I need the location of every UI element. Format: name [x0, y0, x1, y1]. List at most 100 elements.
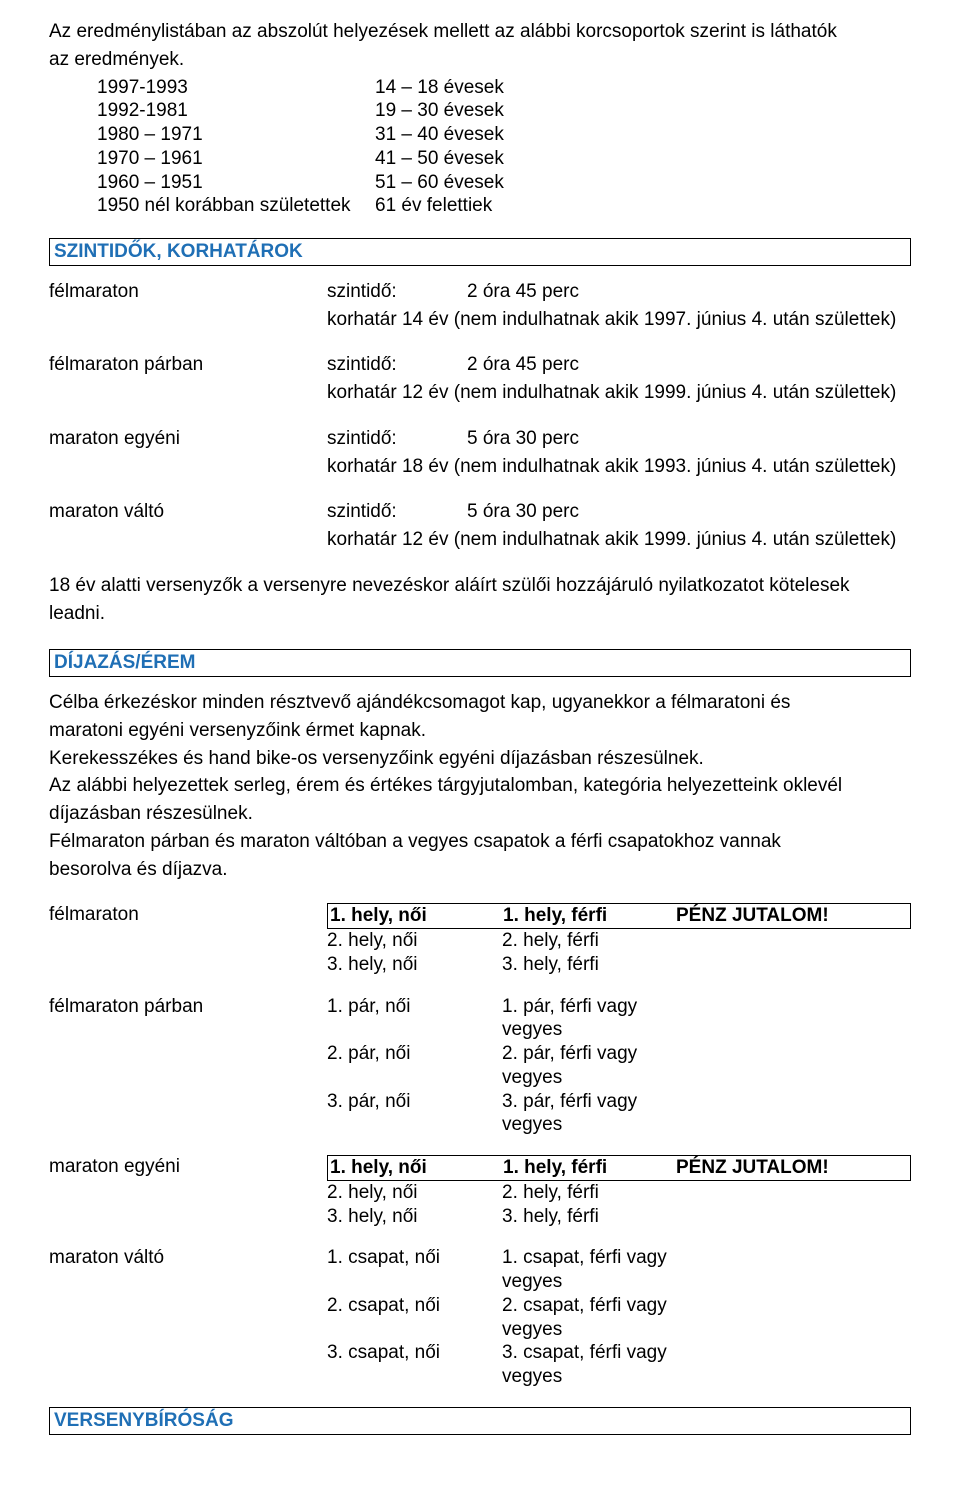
prize-category-name — [49, 1205, 327, 1229]
szintido-value: 2 óra 45 perc — [467, 280, 911, 304]
section-title-limits: SZINTIDŐK, KORHATÁROK — [49, 238, 911, 266]
prize-intro-line: maratoni egyéni versenyzőink érmet kapna… — [49, 719, 911, 743]
age-group-years: 1970 – 1961 — [97, 147, 375, 171]
age-group-years: 1950 nél korábban születettek — [97, 194, 375, 218]
prize-intro-paragraph: Célba érkezéskor minden résztvevő ajándé… — [49, 691, 911, 881]
intro-line-2: az eredmények. — [49, 48, 911, 72]
age-group-row: 1997-199314 – 18 évesek — [49, 76, 911, 100]
age-group-years: 1992-1981 — [97, 99, 375, 123]
prize-category-name — [49, 1341, 327, 1389]
prize-intro-line: Kerekesszékes és hand bike-os versenyzői… — [49, 747, 911, 771]
prize-row: 3. csapat, női3. csapat, férfi vagy vegy… — [49, 1341, 911, 1389]
u18-line-1: 18 év alatti versenyzők a versenyre neve… — [49, 574, 911, 598]
limit-row: félmaratonszintidő:2 óra 45 perc — [49, 280, 911, 304]
age-group-label: 41 – 50 évesek — [375, 147, 911, 171]
prize-cell: 3. hely, férfi — [502, 953, 675, 977]
prize-block: félmaraton párban1. pár, női1. pár, férf… — [49, 995, 911, 1138]
age-group-label: 14 – 18 évesek — [375, 76, 911, 100]
prize-block: maraton egyéni1. hely, női1. hely, férfi… — [49, 1155, 911, 1228]
prize-bonus — [675, 1205, 911, 1229]
korhatar-text: korhatár 12 év (nem indulhatnak akik 199… — [327, 381, 911, 405]
age-group-row: 1970 – 196141 – 50 évesek — [49, 147, 911, 171]
korhatar-text: korhatár 18 év (nem indulhatnak akik 199… — [327, 455, 911, 479]
prize-bonus — [675, 1341, 911, 1389]
szintido-value: 2 óra 45 perc — [467, 353, 911, 377]
prize-cell: 1. hely, női — [330, 1156, 503, 1180]
limit-row: félmaraton párbanszintidő:2 óra 45 perc — [49, 353, 911, 377]
prize-cell: 2. hely, férfi — [502, 929, 675, 953]
prize-cell: 3. csapat, női — [327, 1341, 502, 1389]
prize-cell: 1. hely, női — [330, 904, 503, 928]
korhatar-text: korhatár 14 év (nem indulhatnak akik 199… — [327, 308, 911, 332]
limit-row: maraton váltószintidő:5 óra 30 perc — [49, 500, 911, 524]
age-group-label: 19 – 30 évesek — [375, 99, 911, 123]
prize-category-name: félmaraton — [49, 903, 327, 929]
prize-cell: 3. csapat, férfi vagy vegyes — [502, 1341, 675, 1389]
limit-row-korhatar: korhatár 12 év (nem indulhatnak akik 199… — [49, 381, 911, 405]
szintido-value: 5 óra 30 perc — [467, 427, 911, 451]
u18-line-2: leadni. — [49, 602, 911, 626]
prize-row: 2. pár, női2. pár, férfi vagy vegyes — [49, 1042, 911, 1090]
limit-row-korhatar: korhatár 18 év (nem indulhatnak akik 199… — [49, 455, 911, 479]
prize-cell: 2. hely, női — [327, 1181, 502, 1205]
szintido-label: szintidő: — [327, 427, 467, 451]
prize-bonus — [675, 1294, 911, 1342]
prize-category-name — [49, 1042, 327, 1090]
limit-row-korhatar: korhatár 14 év (nem indulhatnak akik 199… — [49, 308, 911, 332]
prize-cell: 1. hely, férfi — [503, 904, 676, 928]
age-group-label: 31 – 40 évesek — [375, 123, 911, 147]
age-group-row: 1992-198119 – 30 évesek — [49, 99, 911, 123]
prize-cell: 2. csapat, női — [327, 1294, 502, 1342]
prize-category-name: maraton váltó — [49, 1246, 327, 1294]
prize-bonus: PÉNZ JUTALOM! — [676, 904, 908, 928]
prize-intro-line: besorolva és díjazva. — [49, 858, 911, 882]
korhatar-text: korhatár 12 év (nem indulhatnak akik 199… — [327, 528, 911, 552]
age-group-row: 1980 – 197131 – 40 évesek — [49, 123, 911, 147]
age-group-years: 1980 – 1971 — [97, 123, 375, 147]
prize-category-name — [49, 929, 327, 953]
prize-category-name — [49, 1090, 327, 1138]
prize-category-name — [49, 1181, 327, 1205]
prize-cell: 1. csapat, női — [327, 1246, 502, 1294]
age-group-row: 1960 – 195151 – 60 évesek — [49, 171, 911, 195]
prize-block: félmaraton1. hely, női1. hely, férfiPÉNZ… — [49, 903, 911, 976]
section-title-prizes: DÍJAZÁS/ÉREM — [49, 649, 911, 677]
szintido-value: 5 óra 30 perc — [467, 500, 911, 524]
prize-cell: 2. hely, női — [327, 929, 502, 953]
prize-tables: félmaraton1. hely, női1. hely, férfiPÉNZ… — [49, 903, 911, 1389]
prize-row: maraton váltó1. csapat, női1. csapat, fé… — [49, 1246, 911, 1294]
prize-cell: 2. pár, női — [327, 1042, 502, 1090]
category-name: félmaraton — [49, 280, 327, 304]
prize-row: 2. hely, női2. hely, férfi — [49, 1181, 911, 1205]
prize-row: 2. hely, női2. hely, férfi — [49, 929, 911, 953]
prize-category-name — [49, 1294, 327, 1342]
category-name: maraton váltó — [49, 500, 327, 524]
prize-boxed-row: 1. hely, női1. hely, férfiPÉNZ JUTALOM! — [327, 903, 911, 929]
limit-row-korhatar: korhatár 12 év (nem indulhatnak akik 199… — [49, 528, 911, 552]
prize-block: maraton váltó1. csapat, női1. csapat, fé… — [49, 1246, 911, 1389]
prize-cell: 2. pár, férfi vagy vegyes — [502, 1042, 675, 1090]
prize-row: 3. pár, női3. pár, férfi vagy vegyes — [49, 1090, 911, 1138]
prize-bonus — [675, 1042, 911, 1090]
prize-bonus — [675, 1246, 911, 1294]
prize-cell: 3. hely, női — [327, 953, 502, 977]
prize-intro-line: Az alábbi helyezettek serleg, érem és ér… — [49, 774, 911, 798]
age-group-label: 61 év felettiek — [375, 194, 911, 218]
prize-cell: 1. hely, férfi — [503, 1156, 676, 1180]
age-group-label: 51 – 60 évesek — [375, 171, 911, 195]
prize-cell: 3. hely, női — [327, 1205, 502, 1229]
prize-row: 3. hely, női3. hely, férfi — [49, 953, 911, 977]
szintido-label: szintidő: — [327, 353, 467, 377]
age-group-row: 1950 nél korábban születettek61 év felet… — [49, 194, 911, 218]
category-name: maraton egyéni — [49, 427, 327, 451]
prize-bonus: PÉNZ JUTALOM! — [676, 1156, 908, 1180]
prize-bonus — [675, 1090, 911, 1138]
prize-cell: 3. hely, férfi — [502, 1205, 675, 1229]
prize-bonus — [675, 995, 911, 1043]
prize-cell: 3. pár, női — [327, 1090, 502, 1138]
prize-row: félmaraton1. hely, női1. hely, férfiPÉNZ… — [49, 903, 911, 929]
prize-bonus — [675, 953, 911, 977]
age-group-years: 1997-1993 — [97, 76, 375, 100]
prize-cell: 1. pár, férfi vagy vegyes — [502, 995, 675, 1043]
prize-category-name: maraton egyéni — [49, 1155, 327, 1181]
